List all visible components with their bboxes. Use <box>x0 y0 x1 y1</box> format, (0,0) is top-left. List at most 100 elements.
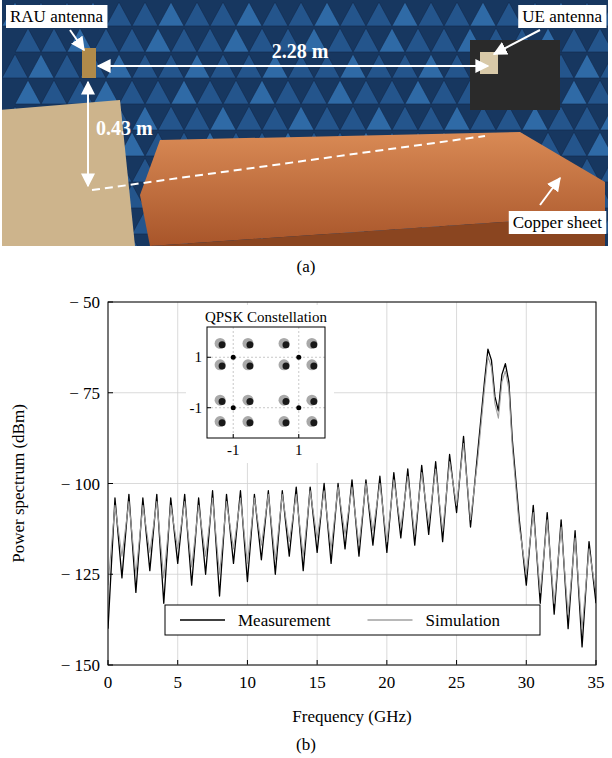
absorber-cone <box>314 106 340 130</box>
grid-line <box>233 327 234 438</box>
constellation-point <box>306 395 317 406</box>
grid-line <box>108 574 596 575</box>
absorber-cone <box>587 80 608 104</box>
label-box <box>6 5 107 28</box>
grid-line <box>108 392 596 393</box>
panel-caption: (a) <box>297 257 316 276</box>
x-tick-label: 10 <box>239 673 256 692</box>
plot-background <box>108 302 596 665</box>
x-tick-label: -1 <box>227 442 240 458</box>
x-tick-label: 30 <box>518 673 535 692</box>
absorber-cone <box>366 2 392 26</box>
constellation-point <box>219 398 226 405</box>
tick-mark <box>207 357 211 358</box>
x-tick-label: 0 <box>104 673 113 692</box>
constellation-point <box>219 419 226 426</box>
distance-arrow <box>98 65 488 67</box>
absorber-cone <box>119 80 145 104</box>
height-arrow <box>87 82 89 186</box>
constellation-point <box>282 363 289 370</box>
pointer-arrow <box>494 30 540 54</box>
y-tick-label: − 125 <box>61 565 100 584</box>
tick-mark <box>317 660 318 665</box>
constellation-point <box>242 338 253 349</box>
absorber-cone <box>171 80 197 104</box>
absorber-cone <box>145 28 171 52</box>
constellation-point <box>242 395 253 406</box>
absorber-cone <box>93 28 119 52</box>
y-tick-label: -1 <box>190 400 203 416</box>
constellation-point <box>282 341 289 348</box>
photo-content <box>2 0 608 246</box>
absorber-cone <box>197 80 223 104</box>
dashed-guide <box>92 136 485 190</box>
absorber-cone <box>574 106 600 130</box>
absorber-cone <box>561 80 587 104</box>
absorber-cone <box>444 2 470 26</box>
constellation-point <box>279 338 290 349</box>
absorber-cone <box>379 28 405 52</box>
absorber-cone <box>405 80 431 104</box>
absorber-cone <box>262 2 288 26</box>
constellation-point <box>279 395 290 406</box>
tick-mark <box>108 392 113 393</box>
constellation-point <box>215 338 226 349</box>
absorber-cone <box>561 28 587 52</box>
absorber-cone <box>392 2 418 26</box>
legend: MeasurementSimulation <box>165 605 540 635</box>
absorber-cone <box>340 2 366 26</box>
absorber-cone <box>2 54 28 78</box>
absorber-cone <box>15 28 41 52</box>
inset-background <box>186 305 334 463</box>
absorber-cone <box>184 2 210 26</box>
absorber-cone <box>587 132 608 156</box>
absorber-cone <box>340 106 366 130</box>
data-group <box>108 349 596 647</box>
absorber-cone <box>262 106 288 130</box>
absorber-cone <box>431 28 457 52</box>
absorber-cone <box>496 2 522 26</box>
absorber-cone <box>41 80 67 104</box>
tick-mark <box>247 660 248 665</box>
inset-frame <box>207 327 325 438</box>
absorber-cone <box>236 106 262 130</box>
label-box <box>518 5 606 28</box>
photo-label: UE antenna <box>522 7 602 26</box>
absorber-cone <box>210 2 236 26</box>
tick-mark <box>108 483 113 484</box>
absorber-cone <box>600 158 608 182</box>
absorber-cone <box>444 106 470 130</box>
constellation-point <box>306 338 317 349</box>
pointer-arrow <box>540 178 560 205</box>
absorber-cone <box>379 80 405 104</box>
tick-mark <box>233 434 234 438</box>
inset-data <box>215 338 318 427</box>
absorber-cone <box>327 80 353 104</box>
constellation-point <box>279 416 290 427</box>
absorber-cone <box>93 80 119 104</box>
constellation-point <box>215 359 226 370</box>
x-tick-label: 5 <box>173 673 182 692</box>
grid-line <box>207 407 325 408</box>
absorber-cone <box>418 2 444 26</box>
tick-mark <box>177 660 178 665</box>
spectrum-line <box>108 349 596 647</box>
spectrum-line <box>108 356 596 628</box>
spectrum-chart: 05101520253035− 150− 125− 100− 75− 50Fre… <box>9 293 605 754</box>
y-tick-label: − 50 <box>69 293 100 312</box>
tick-mark <box>207 407 211 408</box>
tick-mark <box>298 434 299 438</box>
constellation-point <box>215 416 226 427</box>
absorber-cone <box>197 28 223 52</box>
constellation-point <box>246 363 253 370</box>
legend-swatch <box>180 619 225 621</box>
photo-panel: RAU antennaUE antennaCopper sheet2.28 m0… <box>0 0 612 276</box>
legend-label: Measurement <box>238 611 331 630</box>
ue-positioner <box>470 40 560 110</box>
tick-mark <box>526 660 527 665</box>
absorber-cone <box>288 106 314 130</box>
absorber-cone <box>314 2 340 26</box>
inset-chart: QPSK Constellation-11-11 <box>186 305 334 463</box>
absorber-cone <box>54 54 80 78</box>
panel-caption: (b) <box>296 735 316 754</box>
